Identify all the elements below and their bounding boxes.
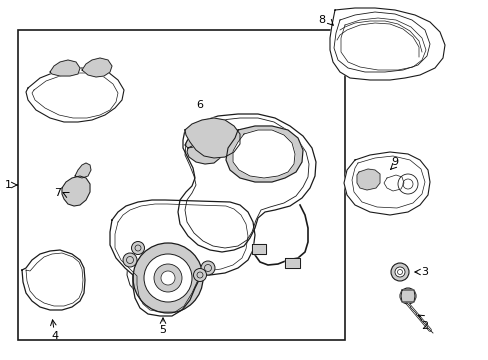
- Polygon shape: [184, 118, 240, 158]
- Polygon shape: [82, 58, 112, 77]
- Polygon shape: [184, 136, 200, 148]
- Circle shape: [133, 243, 203, 313]
- Polygon shape: [329, 8, 444, 80]
- Polygon shape: [343, 152, 429, 215]
- Text: 5: 5: [159, 325, 166, 335]
- Polygon shape: [22, 250, 85, 310]
- Polygon shape: [62, 176, 90, 206]
- Circle shape: [123, 253, 137, 267]
- Text: 1: 1: [4, 180, 12, 190]
- Polygon shape: [186, 142, 222, 164]
- Polygon shape: [75, 163, 91, 178]
- Circle shape: [161, 271, 175, 285]
- Polygon shape: [232, 130, 294, 178]
- Circle shape: [399, 288, 415, 304]
- Circle shape: [201, 261, 215, 275]
- Circle shape: [193, 269, 206, 282]
- Polygon shape: [110, 200, 254, 316]
- Polygon shape: [50, 60, 80, 76]
- Text: 8: 8: [318, 15, 325, 25]
- Text: 9: 9: [390, 157, 398, 167]
- Text: 2: 2: [421, 321, 427, 331]
- Text: 6: 6: [196, 100, 203, 110]
- Circle shape: [154, 264, 182, 292]
- Polygon shape: [400, 290, 414, 302]
- Bar: [18, 30, 345, 340]
- Text: 3: 3: [421, 267, 427, 277]
- Circle shape: [390, 263, 408, 281]
- Polygon shape: [285, 258, 299, 268]
- Circle shape: [143, 254, 192, 302]
- Circle shape: [131, 242, 144, 255]
- Circle shape: [394, 267, 404, 277]
- Text: 4: 4: [51, 331, 59, 341]
- Text: 7: 7: [54, 188, 61, 198]
- Polygon shape: [178, 114, 315, 252]
- Polygon shape: [356, 169, 379, 190]
- Polygon shape: [225, 126, 303, 182]
- Polygon shape: [26, 68, 124, 122]
- Circle shape: [403, 292, 411, 300]
- Polygon shape: [251, 244, 265, 254]
